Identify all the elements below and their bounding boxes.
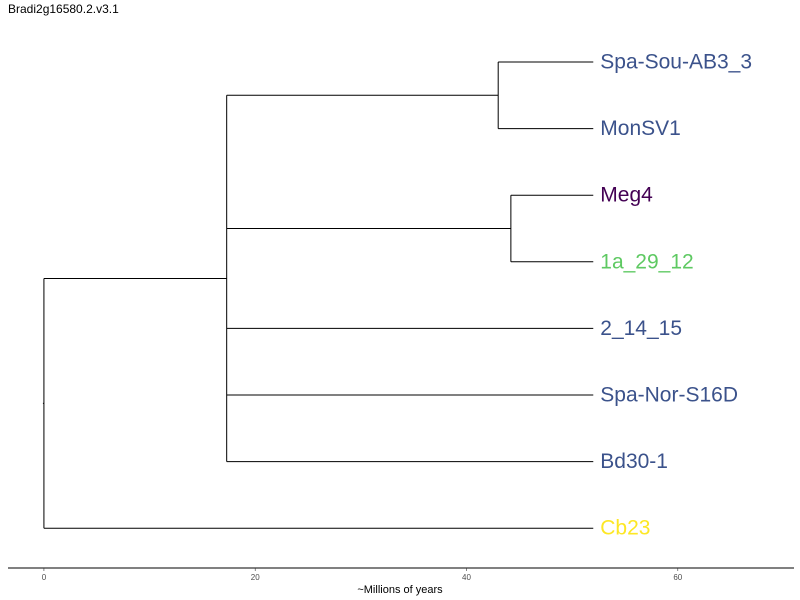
tip-label-2-14-15: 2_14_15 [600,317,682,340]
tip-label-bd30-1: Bd30-1 [600,450,668,473]
tip-label-meg4: Meg4 [600,184,653,207]
tip-label-cb23: Cb23 [600,517,650,540]
tip-label-spa-sou-ab3-3: Spa-Sou-AB3_3 [600,51,752,74]
tick-label-20: 20 [251,573,260,582]
tree-branches [42,61,594,529]
tick-label-0: 0 [42,573,47,582]
tree-title: Bradi2g16580.2.v3.1 [8,2,119,16]
time-axis: 0 20 40 60 ~Millions of years [8,567,794,596]
tick-label-60: 60 [673,573,682,582]
tree-tip-labels: Spa-Sou-AB3_3 MonSV1 Meg4 1a_29_12 2_14_15 Sp… [600,51,752,540]
tip-label-monsv1: MonSV1 [600,117,681,140]
tip-label-1a-29-12: 1a_29_12 [600,250,693,273]
axis-ticks: 0 20 40 60 [42,568,683,582]
axis-title: ~Millions of years [357,584,443,596]
tip-label-spa-nor-s16d: Spa-Nor-S16D [600,384,738,407]
tick-label-40: 40 [462,573,471,582]
